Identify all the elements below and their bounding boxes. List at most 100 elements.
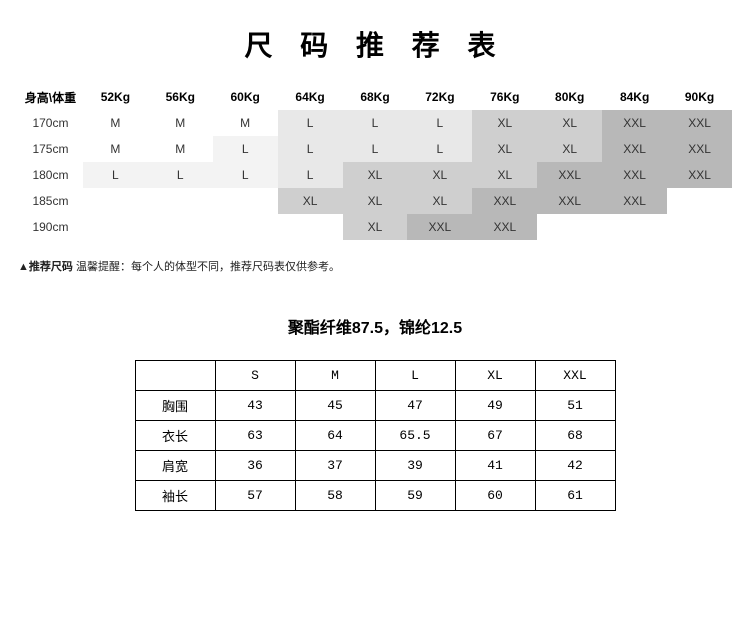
size-cell [667,214,732,240]
measurement-cell: 47 [375,391,455,421]
measurement-cell: 68 [535,421,615,451]
size-col-2: L [375,361,455,391]
measurement-cell: 36 [215,451,295,481]
size-cell: XXL [472,214,537,240]
size-cell: XL [407,162,472,188]
size-cell: XL [407,188,472,214]
weight-col-7: 80Kg [537,84,602,110]
size-cell: L [213,136,278,162]
size-cell: L [278,162,343,188]
size-col-0: S [215,361,295,391]
measurement-corner [135,361,215,391]
size-cell: L [278,136,343,162]
size-cell: M [148,110,213,136]
size-cell [278,214,343,240]
measurement-row: 衣长636465.56768 [135,421,615,451]
size-cell: XXL [407,214,472,240]
tip-text: 温馨提醒：每个人的体型不同，推荐尺码表仅供参考。 [73,261,340,273]
size-cell: L [278,110,343,136]
weight-col-0: 52Kg [83,84,148,110]
size-cell: M [148,136,213,162]
size-cell: XXL [602,162,667,188]
weight-col-2: 60Kg [213,84,278,110]
weight-col-1: 56Kg [148,84,213,110]
measurement-cell: 61 [535,481,615,511]
size-cell [667,188,732,214]
measurement-cell: 42 [535,451,615,481]
weight-col-6: 76Kg [472,84,537,110]
size-col-4: XXL [535,361,615,391]
size-cell: XXL [602,110,667,136]
weight-col-9: 90Kg [667,84,732,110]
size-cell: XL [472,136,537,162]
measurement-table: S M L XL XXL 胸围4345474951衣长636465.56768肩… [135,360,616,511]
size-cell: XXL [667,110,732,136]
size-cell: M [83,110,148,136]
size-cell: XXL [537,162,602,188]
measurement-cell: 64 [295,421,375,451]
height-row-label: 175cm [18,136,83,162]
size-col-1: M [295,361,375,391]
page: 尺 码 推 荐 表 身高\体重 52Kg 56Kg 60Kg 64Kg 68Kg… [0,0,750,551]
page-title: 尺 码 推 荐 表 [18,24,732,64]
measurement-cell: 45 [295,391,375,421]
size-cell [602,214,667,240]
size-cell: XL [343,162,408,188]
measurement-row: 肩宽3637394142 [135,451,615,481]
size-cell: XXL [667,136,732,162]
size-cell: XL [343,188,408,214]
measurement-cell: 59 [375,481,455,511]
size-cell: L [343,110,408,136]
size-cell: XXL [537,188,602,214]
size-cell: M [213,110,278,136]
size-cell: L [148,162,213,188]
measurement-cell: 49 [455,391,535,421]
measurement-cell: 37 [295,451,375,481]
size-cell [83,214,148,240]
measurement-cell: 67 [455,421,535,451]
size-cell: L [407,110,472,136]
size-cell [537,214,602,240]
size-cell: M [83,136,148,162]
size-cell [213,188,278,214]
size-cell: XL [472,162,537,188]
weight-col-8: 84Kg [602,84,667,110]
size-cell [148,188,213,214]
size-table-row: 185cmXLXLXLXXLXXLXXL [18,188,732,214]
weight-col-5: 72Kg [407,84,472,110]
size-cell: XL [537,110,602,136]
measurement-row-label: 肩宽 [135,451,215,481]
material-composition: 聚酯纤维87.5，锦纶12.5 [18,314,732,338]
measurement-cell: 51 [535,391,615,421]
tip-line: ▲推荐尺码 温馨提醒：每个人的体型不同，推荐尺码表仅供参考。 [18,258,732,274]
height-row-label: 170cm [18,110,83,136]
measurement-cell: 43 [215,391,295,421]
measurement-row-label: 袖长 [135,481,215,511]
size-table-row: 170cmMMMLLLXLXLXXLXXL [18,110,732,136]
size-col-3: XL [455,361,535,391]
measurement-row-label: 衣长 [135,421,215,451]
size-cell: L [407,136,472,162]
height-row-label: 185cm [18,188,83,214]
size-table-row: 175cmMMLLLLXLXLXXLXXL [18,136,732,162]
measurement-cell: 57 [215,481,295,511]
size-table-body: 170cmMMMLLLXLXLXXLXXL175cmMMLLLLXLXLXXLX… [18,110,732,240]
measurement-row: 胸围4345474951 [135,391,615,421]
measurement-cell: 41 [455,451,535,481]
size-cell: XXL [472,188,537,214]
size-cell: L [343,136,408,162]
size-table-corner: 身高\体重 [18,84,83,110]
size-recommendation-table: 身高\体重 52Kg 56Kg 60Kg 64Kg 68Kg 72Kg 76Kg… [18,84,732,240]
size-table-header-row: 身高\体重 52Kg 56Kg 60Kg 64Kg 68Kg 72Kg 76Kg… [18,84,732,110]
size-cell: XL [472,110,537,136]
measurement-body: 胸围4345474951衣长636465.56768肩宽3637394142袖长… [135,391,615,511]
size-cell: L [83,162,148,188]
weight-col-4: 68Kg [343,84,408,110]
tip-lead: ▲推荐尺码 [18,261,73,273]
size-table-row: 190cmXLXXLXXL [18,214,732,240]
size-cell: XXL [602,188,667,214]
weight-col-3: 64Kg [278,84,343,110]
size-table-row: 180cmLLLLXLXLXLXXLXXLXXL [18,162,732,188]
measurement-row-label: 胸围 [135,391,215,421]
height-row-label: 180cm [18,162,83,188]
